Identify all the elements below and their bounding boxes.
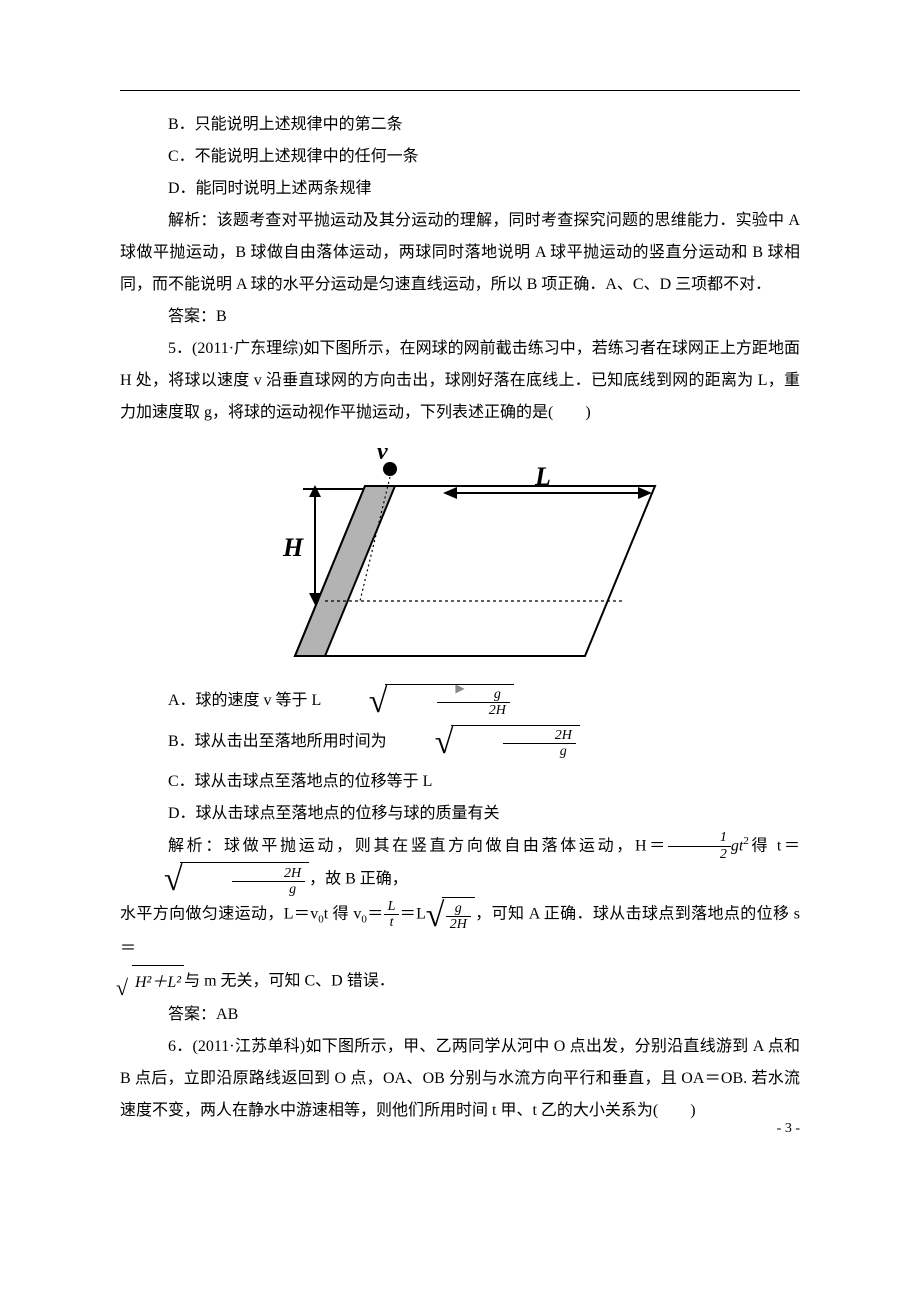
q5-ans-value: AB [216, 1006, 238, 1023]
l-label: L [534, 462, 551, 491]
q5-a-num: g [437, 687, 510, 703]
sqrt-icon: √ [116, 977, 128, 999]
get-t: 得 t＝ [749, 837, 800, 854]
tennis-net-diagram: v H L [245, 441, 675, 671]
sqrt-icon: √ [116, 863, 183, 897]
prev-explanation: 解析：该题考查对平抛运动及其分运动的理解，同时考查探究问题的思维能力．实验中 A… [120, 205, 800, 301]
half-num: 1 [668, 830, 731, 846]
q5-option-c: C．球从击球点至落地点的位移等于 L [120, 766, 800, 798]
v-label: v [377, 441, 388, 465]
prev-exp-text: 该题考查对平抛运动及其分运动的理解，同时考查探究问题的思维能力．实验中 A 球做… [120, 212, 800, 293]
h-label: H [282, 533, 304, 562]
top-rule [120, 90, 800, 91]
q5-ans-label: 答案： [168, 1006, 216, 1023]
q5-explanation-3: √ H²＋L² 与 m 无关，可知 C、D 错误． [120, 965, 800, 999]
Lt-den: t [384, 915, 400, 930]
q5-a-den: 2H [437, 703, 510, 718]
q5-a-prefix: A．球的速度 v 等于 L [168, 692, 321, 709]
q5-exp-p2a: 水平方向做匀速运动，L＝v [120, 906, 318, 923]
q5-b-prefix: B．球从击出至落地所用时间为 [168, 733, 387, 750]
q5-option-b: B．球从击出至落地所用时间为 √ 2H g [120, 725, 800, 760]
Lt-num: L [384, 899, 400, 915]
prev-ans-label: 答案： [168, 308, 216, 325]
q5-exp-p3: 与 m 无关，可知 C、D 错误． [184, 972, 395, 989]
q6-stem: 6．(2011·江苏单科)如下图所示，甲、乙两同学从河中 O 点出发，分别沿直线… [120, 1031, 800, 1127]
q5-answer-line: 答案：AB [120, 999, 800, 1031]
sqrt-icon: √ [321, 685, 388, 719]
q5-stem: 5．(2011·广东理综)如下图所示，在网球的网前截击练习中，若练习者在球网正上… [120, 333, 800, 429]
prev-option-c: C．不能说明上述规律中的任何一条 [120, 141, 800, 173]
g2H-den: 2H [446, 917, 471, 932]
q5-figure: v H L [120, 441, 800, 676]
t-num: 2H [232, 866, 305, 882]
page-number: - 3 - [777, 1121, 800, 1137]
q5-source: (2011·广东理综) [192, 340, 303, 357]
q5-exp-p2b: t 得 v [324, 906, 362, 923]
q6-number: 6． [168, 1038, 193, 1055]
q5-explanation-1: 解析：球做平抛运动，则其在竖直方向做自由落体运动，H＝12gt2得 t＝ √ 2… [120, 830, 800, 898]
t-den: g [232, 882, 305, 897]
q5-number: 5． [168, 340, 192, 357]
g2H-num: g [446, 901, 471, 917]
gt: gt [731, 837, 743, 854]
prev-option-b: B．只能说明上述规律中的第二条 [120, 109, 800, 141]
q5-exp-p1-tail: ，故 B 正确， [309, 870, 408, 887]
sqrt-icon: √ [387, 726, 454, 760]
prev-option-d: D．能同时说明上述两条规律 [120, 173, 800, 205]
q5-option-d: D．球从击球点至落地点的位移与球的质量有关 [120, 798, 800, 830]
q5-exp-label: 解析： [168, 837, 224, 854]
l-arrow-left [443, 487, 457, 499]
q5-option-a: A．球的速度 v 等于 L √ g 2H [120, 684, 800, 719]
q5-exp-p1: 球做平抛运动，则其在竖直方向做自由落体运动，H＝ [224, 837, 668, 854]
net-shape [295, 486, 395, 656]
q5-b-den: g [503, 744, 576, 759]
prev-exp-label: 解析： [168, 212, 217, 229]
q5-exp-eq1: ＝ [367, 906, 384, 923]
q5-b-num: 2H [503, 728, 576, 744]
q6-source: (2011·江苏单科) [193, 1038, 306, 1055]
half-den: 2 [668, 847, 731, 862]
prev-ans-value: B [216, 308, 227, 325]
h-arrow-up [309, 485, 321, 497]
s-body: H²＋L² [132, 965, 184, 999]
prev-answer-line: 答案：B [120, 301, 800, 333]
sqrt-icon: √ [426, 899, 445, 933]
q5-explanation-2: 水平方向做匀速运动，L＝v0t 得 v0＝Lt＝L √ g 2H ，可知 A 正… [120, 897, 800, 964]
eqL: ＝L [399, 906, 425, 923]
